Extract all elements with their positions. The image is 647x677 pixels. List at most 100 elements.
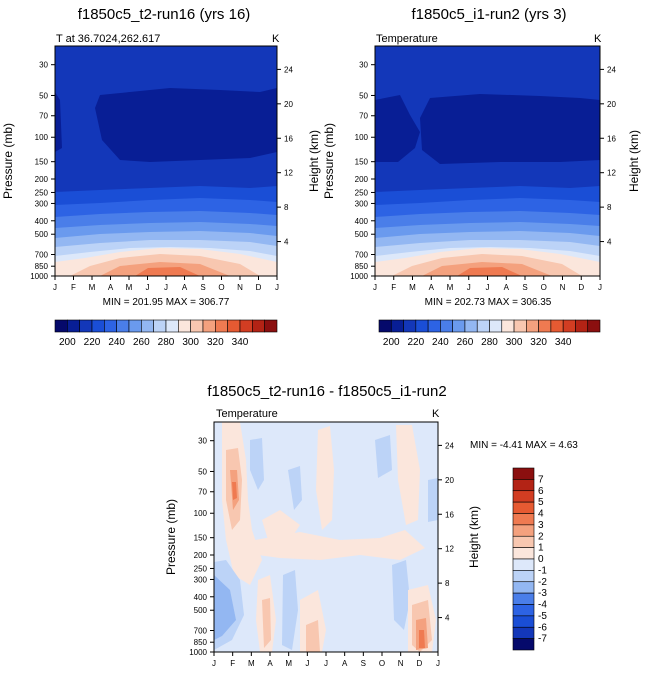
panel-right-ylabel: Pressure (mb) xyxy=(322,123,336,199)
panel-bottom-month-label: F xyxy=(230,659,235,668)
panel-bottom-colorbar-label: -3 xyxy=(538,588,547,599)
panel-bottom-colorbar-box xyxy=(512,615,535,628)
panel-left-pressure-tick-label: 400 xyxy=(35,217,49,226)
panel-right-month-label: F xyxy=(391,283,396,292)
panel-right-month-label: M xyxy=(409,283,416,292)
panel-right-pressure-tick-label: 400 xyxy=(355,217,369,226)
contour-warm-4 xyxy=(457,267,522,276)
panel-left-colorbar-box xyxy=(264,319,278,333)
panel-bottom-pressure-tick-label: 200 xyxy=(194,551,208,560)
panel-bottom-colorbar-box xyxy=(512,524,535,537)
panel-left-contour-field xyxy=(55,46,277,276)
panel-left-minmax: MIN = 201.95 MAX = 306.77 xyxy=(103,297,230,308)
panel-bottom-colorbar-box xyxy=(512,490,535,503)
panel-left-month-label: J xyxy=(53,283,57,292)
panel-bottom-month-label: O xyxy=(379,659,385,668)
panel-left-height-tick-label: 24 xyxy=(284,65,293,74)
panel-left-units: K xyxy=(272,33,280,45)
panel-bottom-colorbar-box xyxy=(512,535,535,548)
panel-bottom-title: f1850c5_t2-run16 - f1850c5_i1-run2 xyxy=(207,383,446,400)
panel-right-colorbar-box xyxy=(464,319,478,333)
panel-right-month-label: D xyxy=(578,283,584,292)
panel-right-contour-field xyxy=(375,46,600,276)
panel-bottom-pressure-tick-label: 70 xyxy=(198,488,207,497)
panel-left-height-tick-label: 16 xyxy=(284,134,293,143)
panel-right-height-tick-label: 8 xyxy=(607,203,612,212)
panel-left-colorbar-box xyxy=(252,319,265,333)
panel-right-colorbar-box xyxy=(562,319,576,333)
panel-bottom-pressure-tick-label: 100 xyxy=(194,509,208,518)
panel-right-colorbar-label: 200 xyxy=(383,337,400,348)
panel-left-pressure-tick-label: 150 xyxy=(35,158,49,167)
panel-left-left-string: T at 36.7024,262.617 xyxy=(56,33,160,45)
panel-bottom-pressure-tick-label: 30 xyxy=(198,437,207,446)
panel-left-pressure-tick-label: 30 xyxy=(39,61,48,70)
panel-right-colorbar-box xyxy=(378,319,392,333)
panel-bottom-pressure-tick-label: 150 xyxy=(194,534,208,543)
panel-bottom-colorbar-box xyxy=(512,604,535,617)
panel-right-colorbar-box xyxy=(513,319,527,333)
panel-bottom-difference: f1850c5_t2-run16 - f1850c5_i1-run2 Tempe… xyxy=(164,383,578,653)
panel-right-month-label: J xyxy=(467,283,471,292)
panel-left-month-label: A xyxy=(108,283,114,292)
panel-left-colorbar-box xyxy=(202,319,216,333)
panel-right-pressure-tick-label: 1000 xyxy=(350,272,368,281)
panel-bottom-colorbar-box xyxy=(512,592,535,605)
panel-bottom-colorbar-label: -5 xyxy=(538,611,547,622)
panel-right-i1-run2: f1850c5_i1-run2 (yrs 3) Temperature K Pr… xyxy=(322,6,641,308)
panel-right-colorbar-label: 300 xyxy=(506,337,523,348)
panel-right-colorbar-label: 280 xyxy=(481,337,498,348)
panel-left-month-label: M xyxy=(126,283,133,292)
contour-warm-4 xyxy=(135,267,200,276)
panel-bottom-colorbar-box xyxy=(512,570,535,583)
panel-bottom-colorbar-label: -7 xyxy=(538,634,547,645)
panel-right-pressure-tick-label: 70 xyxy=(359,112,368,121)
panel-bottom-colorbar-label: 6 xyxy=(538,486,544,497)
diff-positive-low-2 xyxy=(262,598,271,648)
panel-bottom-ylabel-right: Height (km) xyxy=(467,506,481,568)
panel-right-pressure-tick-label: 500 xyxy=(355,230,369,239)
panel-right-month-label: J xyxy=(486,283,490,292)
diff-positive-band xyxy=(255,530,425,560)
panel-bottom-contour-field xyxy=(214,422,438,652)
panel-left-pressure-tick-label: 250 xyxy=(35,188,49,197)
panel-right-units: K xyxy=(594,33,602,45)
panel-bottom-colorbar-box xyxy=(512,581,535,594)
panel-bottom-pressure-tick-label: 400 xyxy=(194,593,208,602)
panel-right-pressure-tick-label: 30 xyxy=(359,61,368,70)
panel-bottom-month-label: J xyxy=(212,659,216,668)
panel-left-month-label: J xyxy=(275,283,279,292)
panel-right-colorbar-box xyxy=(427,319,441,333)
diff-negative-3 xyxy=(282,570,298,650)
panel-left-colorbar-label: 340 xyxy=(232,337,249,348)
panel-left-colorbar-box xyxy=(165,319,179,333)
panel-right-colorbar-box xyxy=(390,319,404,333)
panel-bottom-pressure-tick-label: 50 xyxy=(198,467,207,476)
panel-left-colorbar-box xyxy=(79,319,93,333)
panel-left-colorbar-box xyxy=(153,319,167,333)
contour-cold-core xyxy=(55,88,277,162)
diff-positive-low-8 xyxy=(419,630,425,648)
panel-right-height-tick-label: 12 xyxy=(607,169,616,178)
panel-left-colorbar-label: 240 xyxy=(108,337,125,348)
panel-left-title: f1850c5_t2-run16 (yrs 16) xyxy=(78,6,251,23)
panel-bottom-pressure-tick-label: 700 xyxy=(194,627,208,636)
panel-right-colorbar-box xyxy=(476,319,490,333)
panel-right-pressure-tick-label: 250 xyxy=(355,188,369,197)
panel-bottom-pressure-tick-label: 250 xyxy=(194,564,208,573)
panel-right-colorbar-box xyxy=(440,319,453,333)
panel-left-pressure-tick-label: 50 xyxy=(39,91,48,100)
panel-bottom-month-label: J xyxy=(305,659,309,668)
panel-left-month-label: N xyxy=(237,283,243,292)
panel-bottom-month-label: N xyxy=(398,659,404,668)
panel-left-month-label: S xyxy=(200,283,205,292)
panel-right-colorbar-box xyxy=(526,319,539,333)
panel-bottom-colorbar-box xyxy=(512,558,535,571)
panel-left-pressure-tick-label: 850 xyxy=(35,262,49,271)
panel-left-colorbar-box xyxy=(91,319,105,333)
panel-left-colorbar-label: 280 xyxy=(158,337,175,348)
panel-left-colorbar-box xyxy=(67,319,80,333)
panel-bottom-colorbar-box xyxy=(512,467,535,480)
diff-negative-2 xyxy=(214,575,236,640)
panel-left-pressure-tick-label: 200 xyxy=(35,175,49,184)
